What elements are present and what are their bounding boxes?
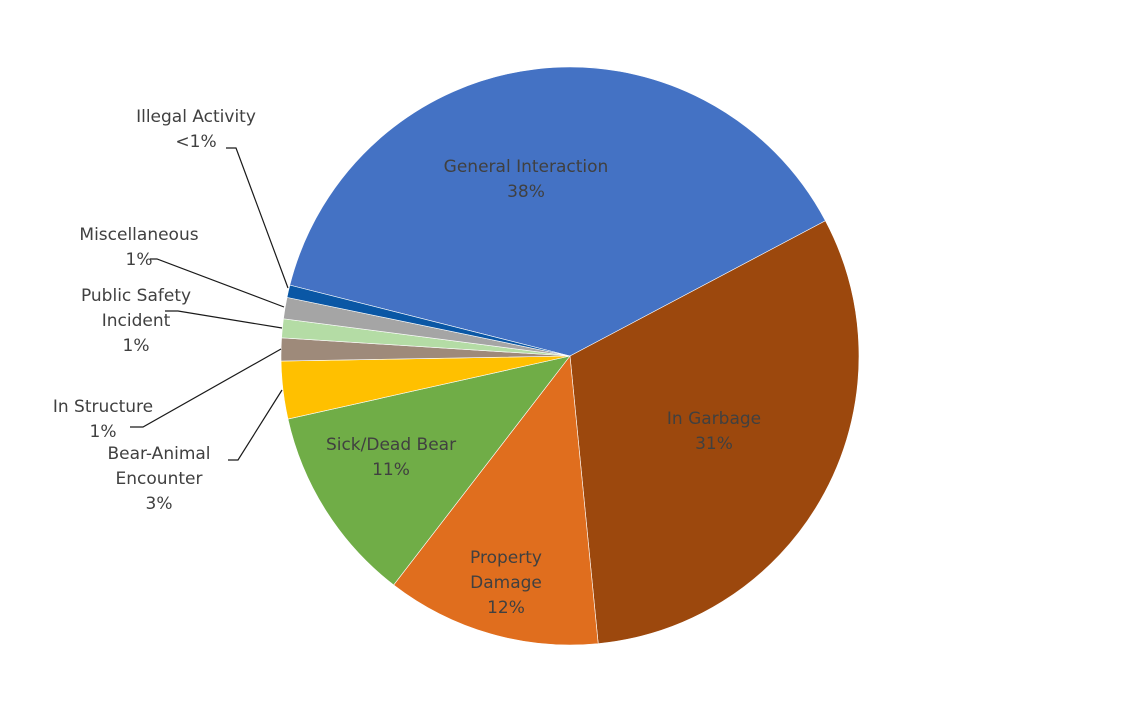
category-text: Bear-Animal: [107, 444, 210, 464]
leader-line-illegal-activity: [226, 147, 289, 289]
category-text: Incident: [102, 311, 171, 331]
category-text: Public Safety: [81, 286, 191, 306]
slice-in-garbage: [569, 220, 860, 644]
category-text: In Garbage: [667, 409, 761, 429]
category-text: Property: [470, 548, 542, 568]
slice-general-interaction: [289, 66, 826, 357]
data-label-in-structure: In Structure 1%: [53, 397, 153, 442]
data-label-in-garbage: In Garbage 31%: [667, 409, 761, 454]
data-label-property-damage: Property Damage 12%: [470, 548, 542, 618]
percent-text: 31%: [695, 434, 733, 454]
data-label-illegal-activity: Illegal Activity <1%: [136, 107, 256, 152]
data-label-public-safety-incident: Public Safety Incident 1%: [81, 286, 191, 356]
percent-text: 1%: [126, 250, 153, 270]
slice-illegal-activity: [286, 284, 571, 357]
pie-slices: [280, 66, 860, 646]
slice-sick-dead-bear: [287, 355, 571, 586]
category-text: Miscellaneous: [79, 225, 198, 245]
category-text: Sick/Dead Bear: [326, 435, 456, 455]
data-label-sick-dead-bear: Sick/Dead Bear 11%: [326, 435, 456, 480]
category-text: Encounter: [116, 469, 203, 489]
leader-line-public-safety-incident: [165, 310, 283, 329]
percent-text: 1%: [123, 336, 150, 356]
leader-line-miscellaneous: [150, 258, 285, 308]
data-label-bear-animal-encounter: Bear-Animal Encounter 3%: [107, 444, 210, 514]
data-labels: General Interaction 38% In Garbage 31% Prope…: [53, 107, 761, 618]
percent-text: <1%: [175, 132, 216, 152]
category-text: General Interaction: [444, 157, 609, 177]
category-text: Illegal Activity: [136, 107, 256, 127]
percent-text: 1%: [90, 422, 117, 442]
category-text: In Structure: [53, 397, 153, 417]
data-label-miscellaneous: Miscellaneous 1%: [79, 225, 198, 270]
category-text: Damage: [470, 573, 542, 593]
leader-lines: [130, 147, 289, 461]
leader-line-in-structure: [130, 348, 282, 428]
percent-text: 12%: [487, 598, 525, 618]
slice-property-damage: [393, 355, 599, 646]
percent-text: 38%: [507, 182, 545, 202]
percent-text: 3%: [146, 494, 173, 514]
percent-text: 11%: [372, 460, 410, 480]
leader-line-bear-animal-encounter: [228, 389, 283, 461]
data-label-general-interaction: General Interaction 38%: [444, 157, 609, 202]
